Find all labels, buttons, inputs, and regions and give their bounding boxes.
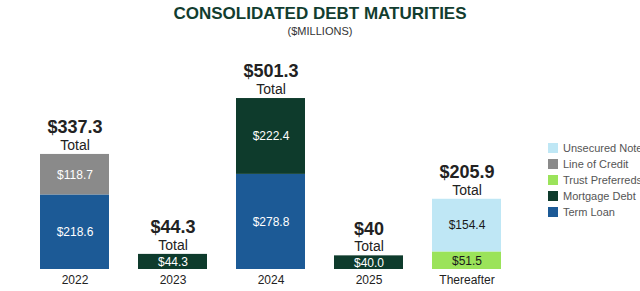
svg-text:$118.7: $118.7 — [57, 168, 93, 182]
svg-text:Total: Total — [158, 237, 188, 253]
html-text:($MILLIONS): ($MILLIONS) — [287, 25, 353, 37]
html-text:CONSOLIDATED DEBT MATURITIES: CONSOLIDATED DEBT MATURITIES — [173, 4, 467, 23]
svg-text:2023: 2023 — [160, 273, 187, 287]
html-text:Line of Credit: Line of Credit — [563, 158, 629, 170]
svg-text:$40: $40 — [354, 219, 384, 239]
svg-text:$205.9: $205.9 — [439, 162, 494, 182]
svg-text:2025: 2025 — [356, 273, 383, 287]
html-text:Term Loan: Term Loan — [563, 206, 615, 218]
svg-text:Total: Total — [256, 81, 286, 97]
svg-text:$218.6: $218.6 — [57, 225, 94, 239]
svg-text:$222.4: $222.4 — [253, 129, 290, 143]
svg-text:$40.0: $40.0 — [354, 256, 384, 270]
svg-text:$278.8: $278.8 — [253, 215, 290, 229]
svg-text:Total: Total — [452, 182, 482, 198]
html-text:Mortgage Debt: Mortgage Debt — [563, 190, 636, 202]
svg-text:Total: Total — [354, 238, 384, 254]
svg-text:2024: 2024 — [258, 273, 285, 287]
svg-text:$154.4: $154.4 — [449, 218, 486, 232]
svg-text:$337.3: $337.3 — [47, 117, 102, 137]
svg-text:2022: 2022 — [62, 273, 89, 287]
svg-text:Thereafter: Thereafter — [439, 273, 494, 287]
svg-text:$501.3: $501.3 — [243, 61, 298, 81]
svg-text:$44.3: $44.3 — [158, 255, 188, 269]
svg-text:$44.3: $44.3 — [150, 217, 195, 237]
svg-text:Total: Total — [60, 137, 90, 153]
svg-text:$51.5: $51.5 — [452, 254, 482, 268]
